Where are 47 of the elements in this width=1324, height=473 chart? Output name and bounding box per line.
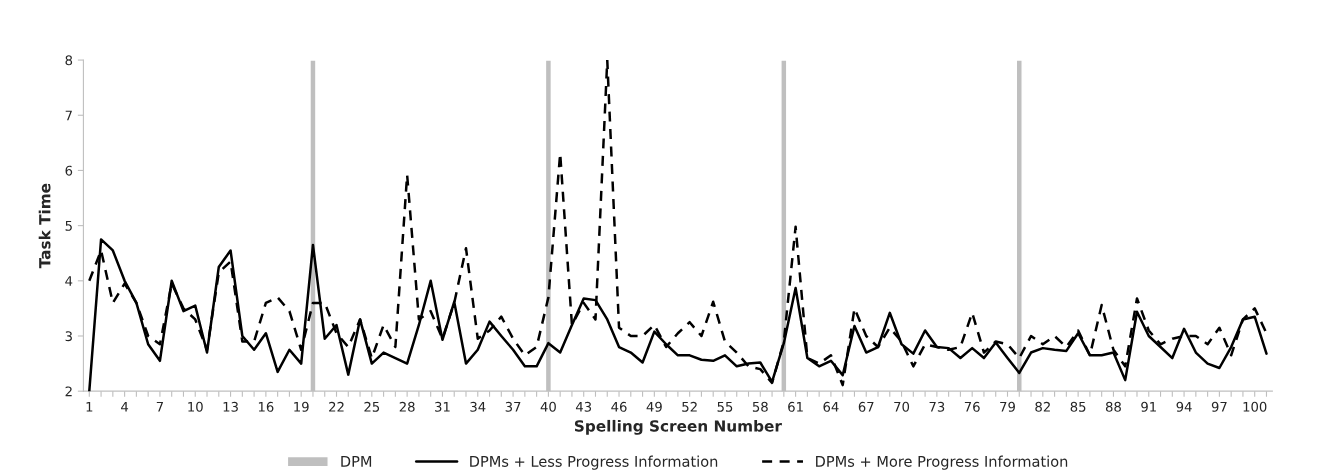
x-tick-label: 1 — [86, 401, 93, 412]
x-tick-label: 76 — [964, 401, 980, 412]
legend-label: DPM — [341, 456, 372, 467]
x-tick-label: 37 — [505, 401, 521, 412]
x-tick-label: 7 — [156, 401, 163, 412]
y-tick-label: 3 — [65, 331, 72, 342]
x-tick-label: 97 — [1211, 401, 1227, 412]
x-tick-label: 58 — [752, 401, 768, 412]
x-tick-label: 16 — [258, 401, 274, 412]
x-tick-label: 52 — [682, 401, 697, 412]
legend-label: DPMs + Less Progress Information — [470, 455, 718, 470]
x-tick-label: 55 — [717, 401, 733, 412]
x-tick-label: 19 — [294, 401, 309, 412]
x-tick-label: 82 — [1035, 401, 1050, 412]
y-tick-label: 7 — [65, 110, 72, 121]
x-tick-label: 31 — [435, 401, 450, 412]
x-tick-label: 73 — [929, 401, 945, 412]
x-tick-label: 85 — [1070, 401, 1086, 412]
x-tick-label: 64 — [823, 401, 839, 412]
x-tick-label: 4 — [121, 401, 129, 412]
x-tick-label: 94 — [1176, 401, 1192, 412]
y-tick-label: 6 — [65, 165, 73, 176]
x-tick-label: 13 — [223, 401, 238, 412]
legend-label: DPMs + More Progress Information — [816, 455, 1068, 470]
x-tick-label: 25 — [364, 401, 380, 412]
x-tick-label: 40 — [540, 401, 556, 412]
x-tick-label: 70 — [894, 401, 910, 412]
x-axis-title: Spelling Screen Number — [574, 419, 782, 435]
x-tick-label: 28 — [399, 401, 415, 412]
y-tick-label: 5 — [65, 221, 72, 231]
x-tick-label: 34 — [470, 401, 486, 412]
x-tick-label: 10 — [188, 401, 203, 412]
line-series — [88, 60, 1268, 387]
y-tick-label: 2 — [65, 386, 72, 397]
y-axis-title: Task Time — [38, 183, 51, 269]
x-tick-label: 22 — [329, 401, 344, 412]
x-tick-label: 67 — [858, 401, 874, 412]
x-tick-label: 79 — [1000, 401, 1015, 412]
x-tick-label: 43 — [575, 401, 592, 412]
x-tick-label: 88 — [1105, 401, 1121, 412]
x-tick-label: 46 — [611, 401, 627, 412]
y-tick-label: 8 — [65, 55, 73, 66]
x-tick-label: 49 — [646, 401, 662, 412]
x-tick-label: 91 — [1141, 401, 1156, 412]
x-tick-label: 100 — [1243, 401, 1267, 412]
x-tick-label: 61 — [788, 401, 803, 412]
y-tick-label: 4 — [65, 276, 73, 286]
